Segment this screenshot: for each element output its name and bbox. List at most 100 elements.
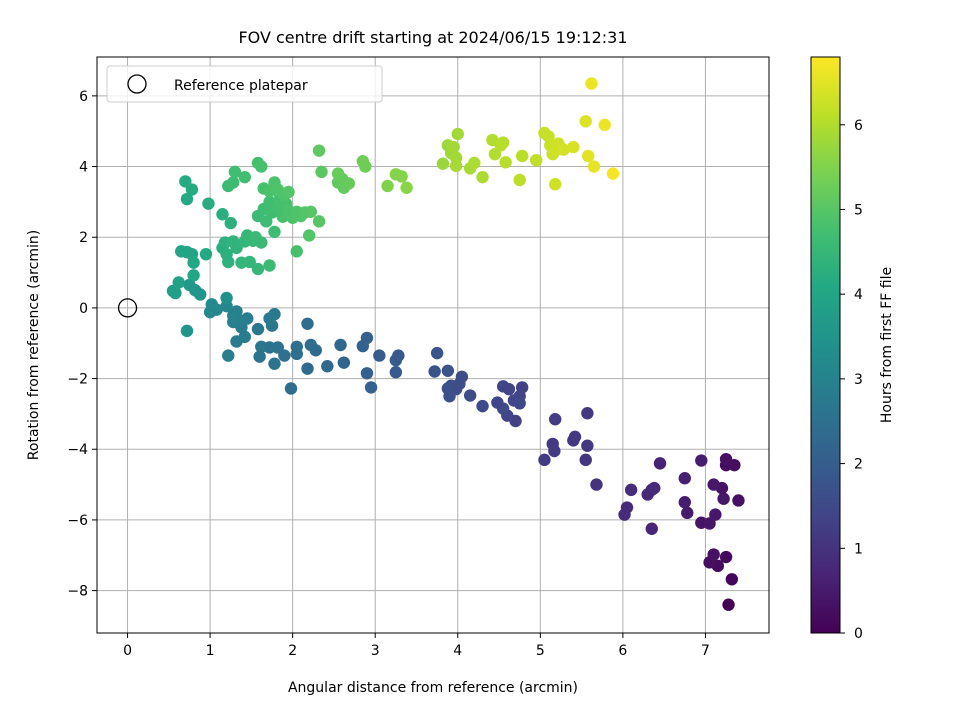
x-axis-ticks: 0 1 2 3 4 5 6 7	[123, 633, 710, 659]
y-tick-label: −8	[67, 584, 88, 600]
scatter-point	[290, 347, 303, 361]
scatter-point	[301, 362, 314, 375]
scatter-point	[590, 478, 603, 491]
scatter-point	[260, 215, 273, 228]
colorbar-tick-label: 4	[854, 287, 863, 303]
scatter-point	[443, 390, 456, 403]
colorbar-tick-label: 3	[854, 372, 863, 388]
scatter-point	[645, 522, 658, 535]
scatter-point	[312, 144, 326, 157]
scatter-point	[451, 127, 464, 141]
scatter-point	[255, 160, 268, 173]
scatter-point	[185, 183, 199, 196]
x-tick-label: 4	[453, 643, 462, 659]
scatter-point	[488, 147, 502, 161]
scatter-point	[695, 454, 708, 467]
scatter-point	[436, 157, 450, 170]
scatter-point	[282, 185, 295, 199]
scatter-point	[653, 457, 667, 470]
plot-frame	[96, 56, 770, 634]
scatter-point	[502, 382, 516, 396]
scatter-point	[222, 349, 235, 362]
y-tick-label: 0	[79, 301, 88, 317]
scatter-point	[709, 508, 722, 521]
scatter-point	[187, 256, 200, 269]
x-tick-label: 5	[536, 643, 545, 659]
scatter-point	[268, 357, 281, 370]
scatter-point	[364, 381, 378, 394]
scatter-point	[216, 208, 229, 221]
y-tick-label: −2	[67, 372, 88, 388]
y-tick-label: 4	[79, 160, 88, 176]
scatter-point	[606, 167, 620, 180]
y-tick-label: 2	[79, 230, 88, 246]
scatter-point	[227, 176, 240, 189]
grid	[97, 57, 769, 633]
scatter-point	[315, 165, 328, 179]
scatter-point	[430, 346, 444, 360]
scatter-point	[582, 149, 595, 163]
scatter-point	[389, 366, 403, 379]
chart-title: FOV centre drift starting at 2024/06/15 …	[238, 28, 627, 47]
scatter-point	[360, 367, 374, 380]
scatter-point	[557, 143, 570, 156]
scatter-point	[203, 305, 217, 319]
colorbar-ticks: 0 1 2 3 4 5 6	[840, 118, 863, 642]
legend-box	[106, 65, 383, 103]
colorbar-tick-label: 1	[854, 541, 863, 557]
scatter-point	[381, 179, 394, 193]
scatter-point	[496, 136, 510, 149]
scatter-point	[220, 247, 233, 261]
scatter-point	[678, 472, 691, 485]
scatter-point	[301, 317, 314, 330]
scatter-point	[515, 149, 529, 163]
y-tick-label: −6	[67, 513, 88, 529]
scatter-point	[227, 309, 240, 322]
legend-label: Reference platepar	[174, 78, 308, 94]
scatter-point	[304, 205, 318, 218]
scatter-point	[719, 452, 733, 466]
scatter-point	[334, 338, 347, 352]
x-tick-label: 7	[701, 643, 710, 659]
scatter-point	[447, 140, 460, 154]
scatter-point	[513, 173, 526, 187]
scatter-point	[681, 506, 694, 520]
scatter-point	[202, 197, 215, 210]
scatter-point	[356, 339, 370, 353]
scatter-point	[538, 453, 551, 467]
scatter-point	[476, 399, 489, 413]
reference-platepar-marker	[117, 298, 138, 318]
scatter-point	[389, 353, 403, 367]
scatter-point	[180, 324, 194, 338]
scatter-point	[703, 517, 716, 530]
x-axis-label: Angular distance from reference (arcmin)	[288, 680, 578, 696]
colorbar-label: Hours from first FF file	[879, 267, 895, 423]
scatter-point	[581, 407, 594, 420]
scatter-point	[719, 550, 733, 564]
legend: Reference platepar	[106, 65, 383, 103]
scatter-point	[268, 225, 281, 239]
scatter-point	[428, 365, 441, 378]
scatter-point	[449, 159, 463, 173]
scatter-point	[463, 389, 477, 402]
reference-marker-layer	[117, 298, 138, 318]
scatter-point	[169, 286, 182, 300]
x-tick-label: 0	[123, 643, 132, 659]
scatter-point	[255, 236, 268, 249]
scatter-point	[579, 115, 592, 128]
scatter-point	[491, 396, 504, 409]
scatter-point	[337, 356, 351, 369]
scatter-point	[312, 215, 326, 228]
scatter-point	[183, 278, 196, 292]
scatter-point	[238, 170, 251, 184]
scatter-point	[581, 439, 594, 452]
scatter-point	[302, 229, 316, 242]
scatter-point	[268, 308, 281, 321]
scatter-point	[548, 413, 562, 426]
scatter-point	[331, 167, 345, 180]
scatter-point	[395, 170, 408, 183]
scatter-point	[732, 494, 745, 507]
scatter-point	[304, 338, 318, 352]
scatter-point	[722, 598, 735, 611]
scatter-point	[321, 360, 334, 373]
